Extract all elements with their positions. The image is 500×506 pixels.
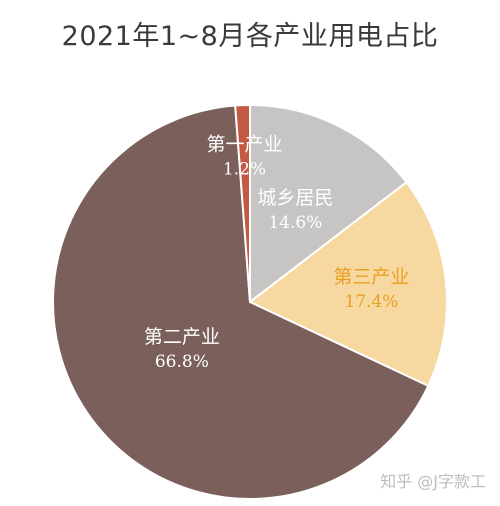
pie-slice-0 (249, 103, 408, 305)
slice-value-label-3: 1.2% (223, 159, 266, 179)
slice-value-label-1: 17.4% (344, 292, 398, 312)
chart-title: 2021年1~8月各产业用电占比 (61, 21, 439, 52)
slice-value-label-2: 66.8% (155, 352, 209, 372)
pie-slice-3 (234, 103, 251, 303)
slice-label-0: 城乡居民 (257, 187, 333, 209)
slice-value-label-0: 14.6% (268, 213, 322, 233)
watermark: 知乎 @J字款工 (380, 472, 486, 491)
slice-label-1: 第三产业 (333, 266, 409, 288)
pie-slice-2 (52, 104, 430, 500)
slice-label-3: 第一产业 (206, 133, 282, 155)
pie-slice-1 (248, 180, 448, 388)
slice-label-2: 第二产业 (144, 326, 220, 348)
